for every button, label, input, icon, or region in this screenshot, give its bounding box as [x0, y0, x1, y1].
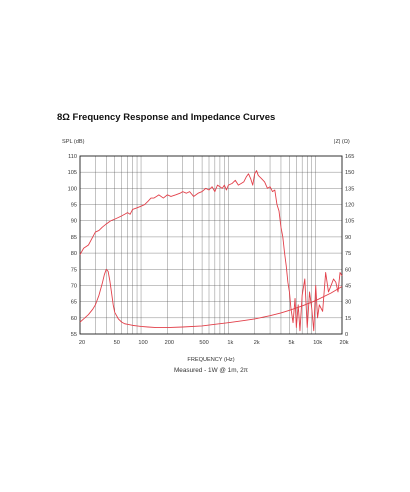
- x-tick-label: 50: [114, 340, 120, 346]
- impedance-line: [79, 268, 343, 328]
- x-tick-label: 20k: [339, 340, 348, 346]
- y-right-tick-label: 120: [345, 203, 354, 209]
- y-left-tick-label: 85: [71, 235, 77, 241]
- x-axis-label: FREQUENCY (Hz): [187, 357, 234, 363]
- x-tick-label: 10k: [313, 340, 322, 346]
- y-right-tick-label: 30: [345, 300, 351, 306]
- y-right-tick-labels: 0 15 30 45 60 75 90 105 120 135 150 165: [345, 154, 354, 338]
- series-group: [79, 170, 343, 332]
- x-tick-label: 100: [138, 340, 147, 346]
- y-left-tick-label: 75: [71, 267, 77, 273]
- spl-response-line: [79, 170, 343, 332]
- y-left-tick-label: 60: [71, 316, 77, 322]
- y-right-tick-label: 60: [345, 267, 351, 273]
- y-left-tick-label: 100: [68, 186, 77, 192]
- y-left-tick-label: 65: [71, 300, 77, 306]
- y-right-tick-label: 90: [345, 235, 351, 241]
- y-left-axis-label: SPL (dB): [62, 139, 85, 145]
- y-right-tick-label: 45: [345, 283, 351, 289]
- y-left-tick-label: 80: [71, 251, 77, 257]
- y-left-tick-label: 55: [71, 332, 77, 338]
- x-tick-label: 1k: [227, 340, 233, 346]
- y-left-tick-label: 105: [68, 170, 77, 176]
- measurement-caption: Measured - 1W @ 1m, 2π: [174, 367, 249, 374]
- grid: [79, 155, 343, 335]
- x-tick-label: 500: [199, 340, 208, 346]
- plot-frame: [79, 155, 343, 335]
- x-tick-label: 2k: [254, 340, 260, 346]
- chart-title: 8Ω Frequency Response and Impedance Curv…: [57, 112, 276, 123]
- y-left-tick-label: 90: [71, 219, 77, 225]
- y-left-tick-label: 110: [68, 154, 77, 160]
- y-right-tick-label: 15: [345, 316, 351, 322]
- y-right-tick-label: 135: [345, 186, 354, 192]
- y-left-tick-label: 70: [71, 283, 77, 289]
- y-right-tick-label: 105: [345, 219, 354, 225]
- x-tick-label: 5k: [288, 340, 294, 346]
- x-tick-labels: 20 50 100 200 500 1k 2k 5k 10k 20k: [79, 340, 349, 346]
- y-left-tick-labels: 55 60 65 70 75 80 85 90 95 100 105 110: [68, 154, 77, 338]
- y-right-tick-label: 75: [345, 251, 351, 257]
- y-right-tick-label: 150: [345, 170, 354, 176]
- x-tick-label: 200: [165, 340, 174, 346]
- y-left-tick-label: 95: [71, 203, 77, 209]
- x-tick-label: 20: [79, 340, 85, 346]
- y-right-tick-label: 165: [345, 154, 354, 160]
- y-right-tick-label: 0: [345, 332, 348, 338]
- y-right-axis-label: |Z| (Ω): [334, 139, 350, 145]
